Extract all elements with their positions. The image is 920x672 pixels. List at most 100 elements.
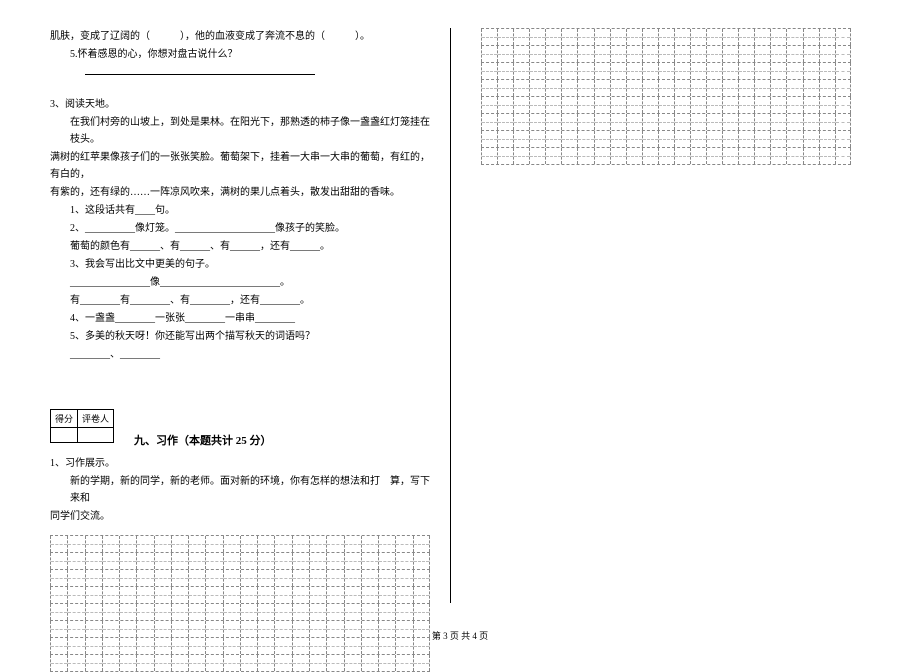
grid-cell [722,29,738,45]
grid-cell [690,80,706,96]
grid-cell [786,80,802,96]
grid-cell [240,570,257,586]
grid-cell [626,80,642,96]
grid-cell [513,46,529,62]
grid-cell [378,570,395,586]
grid-cell [361,587,378,603]
grid-cell [610,80,626,96]
grid-cell [690,131,706,147]
grid-cell [223,553,240,569]
grid-cell [577,46,593,62]
grid-cell [326,655,343,671]
grid-cell [50,655,67,671]
grid-cell [136,536,153,552]
grid-cell [481,46,497,62]
grid-cell [690,114,706,130]
grid-cell [545,63,561,79]
grid-cell [706,80,722,96]
grid-cell [513,148,529,164]
right-column [450,28,850,603]
grid-cell [529,148,545,164]
grid-row [481,28,851,45]
question-line: 有________有________、有________，还有________。 [50,292,435,309]
grid-cell [67,570,84,586]
grid-cell [309,655,326,671]
q3-heading: 3、阅读天地。 [50,96,435,113]
grid-cell [561,131,577,147]
grid-cell [529,97,545,113]
grid-cell [819,63,835,79]
grid-row [50,569,430,586]
page-footer: 第 3 页 共 4 页 [0,629,920,642]
grid-cell [395,570,412,586]
grid-cell [171,655,188,671]
grid-cell [754,46,770,62]
grid-cell [497,46,513,62]
grid-cell [658,131,674,147]
grid-cell [561,148,577,164]
grid-row [481,130,851,147]
grid-cell [770,80,786,96]
grid-cell [171,604,188,620]
grid-cell [344,604,361,620]
grid-cell [240,587,257,603]
grid-cell [67,587,84,603]
grid-cell [594,97,610,113]
grid-cell [738,80,754,96]
grid-cell [690,29,706,45]
grid-cell [835,97,851,113]
grid-cell [292,604,309,620]
grid-cell [119,536,136,552]
passage-line: 满树的红苹果像孩子们的一张张笑脸。葡萄架下，挂着一大串一大串的葡萄，有红的，有白… [50,149,435,183]
grid-cell [344,553,361,569]
grid-row [481,79,851,96]
grid-cell [722,63,738,79]
grid-cell [361,570,378,586]
grid-cell [577,114,593,130]
grid-cell [674,80,690,96]
grid-cell [85,536,102,552]
grid-cell [361,536,378,552]
grid-cell [754,114,770,130]
text-line: 5.怀着感恩的心，你想对盘古说什么？ [50,46,435,63]
grid-cell [102,587,119,603]
grid-cell [835,29,851,45]
grid-cell [344,587,361,603]
grid-cell [754,63,770,79]
grid-cell [706,63,722,79]
grid-cell [803,131,819,147]
grid-cell [529,131,545,147]
grid-row [50,603,430,620]
grid-cell [102,655,119,671]
grid-cell [642,97,658,113]
question-line: ________________像_______________________… [50,274,435,291]
writing-line: 新的学期，新的同学，新的老师。面对新的环境，你有怎样的想法和打 算，写下来和 [50,473,435,507]
passage-line: 在我们村旁的山坡上，到处是果林。在阳光下，那熟透的柿子像一盏盏红灯笼挂在枝头。 [50,114,435,148]
grid-cell [378,587,395,603]
grid-cell [754,29,770,45]
grid-cell [67,604,84,620]
grid-cell [413,536,430,552]
grid-cell [395,587,412,603]
grid-cell [561,63,577,79]
grid-cell [738,63,754,79]
grid-cell [481,114,497,130]
grid-cell [171,570,188,586]
grid-cell [835,80,851,96]
grid-cell [85,570,102,586]
grid-cell [545,46,561,62]
grid-cell [344,655,361,671]
grid-cell [610,114,626,130]
grid-cell [67,655,84,671]
grid-cell [378,536,395,552]
grid-cell [835,148,851,164]
grid-row [481,147,851,165]
grid-cell [274,570,291,586]
grid-cell [658,46,674,62]
grid-cell [786,63,802,79]
grid-cell [257,553,274,569]
grid-cell [594,114,610,130]
grid-cell [561,29,577,45]
grid-cell [361,604,378,620]
grid-cell [738,131,754,147]
